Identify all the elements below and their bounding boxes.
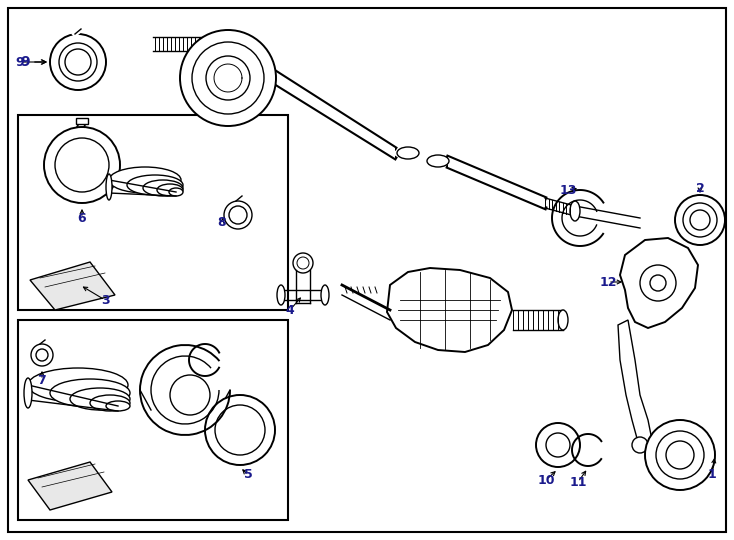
Ellipse shape	[28, 368, 128, 402]
Bar	[76, 118, 88, 124]
Circle shape	[683, 203, 717, 237]
Ellipse shape	[90, 395, 130, 411]
Text: 1: 1	[708, 469, 716, 482]
Ellipse shape	[50, 379, 130, 407]
Circle shape	[215, 405, 265, 455]
Circle shape	[31, 344, 53, 366]
Circle shape	[229, 206, 247, 224]
Circle shape	[192, 42, 264, 114]
Circle shape	[50, 34, 106, 90]
Circle shape	[180, 30, 276, 126]
Ellipse shape	[24, 378, 32, 408]
Circle shape	[170, 375, 210, 415]
Text: 11: 11	[570, 476, 586, 489]
Circle shape	[65, 49, 91, 75]
Polygon shape	[387, 268, 512, 352]
Circle shape	[293, 253, 313, 273]
Polygon shape	[620, 238, 698, 328]
Polygon shape	[276, 72, 395, 158]
Ellipse shape	[106, 174, 112, 200]
Ellipse shape	[277, 285, 285, 305]
Text: 3: 3	[101, 294, 109, 307]
Ellipse shape	[109, 167, 181, 193]
Circle shape	[44, 127, 120, 203]
Ellipse shape	[169, 188, 183, 196]
Circle shape	[206, 56, 250, 100]
Circle shape	[632, 437, 648, 453]
Circle shape	[36, 349, 48, 361]
Text: 7: 7	[37, 374, 46, 387]
Circle shape	[546, 433, 570, 457]
Text: 2: 2	[696, 181, 705, 194]
Circle shape	[656, 431, 704, 479]
Text: 9: 9	[15, 56, 24, 69]
Ellipse shape	[321, 285, 329, 305]
Ellipse shape	[106, 401, 130, 411]
Ellipse shape	[427, 155, 449, 167]
Circle shape	[224, 201, 252, 229]
Text: 6: 6	[78, 212, 87, 225]
Polygon shape	[28, 462, 112, 510]
Circle shape	[205, 395, 275, 465]
Circle shape	[650, 275, 666, 291]
Bar	[18, 320, 288, 520]
Ellipse shape	[127, 175, 183, 195]
Ellipse shape	[570, 201, 580, 221]
Text: 5: 5	[244, 469, 252, 482]
Text: 12: 12	[599, 275, 617, 288]
Polygon shape	[448, 157, 545, 208]
Polygon shape	[618, 320, 652, 445]
Ellipse shape	[70, 388, 130, 410]
Circle shape	[675, 195, 725, 245]
Circle shape	[59, 43, 97, 81]
Circle shape	[645, 420, 715, 490]
Circle shape	[666, 441, 694, 469]
Ellipse shape	[157, 184, 183, 196]
Text: 13: 13	[559, 184, 577, 197]
Circle shape	[55, 138, 109, 192]
Circle shape	[536, 423, 580, 467]
Ellipse shape	[143, 180, 183, 196]
Ellipse shape	[558, 310, 568, 330]
Ellipse shape	[397, 147, 419, 159]
Text: 10: 10	[537, 474, 555, 487]
Circle shape	[640, 265, 676, 301]
Text: 4: 4	[286, 303, 294, 316]
Bar	[18, 115, 288, 310]
Polygon shape	[30, 262, 115, 310]
Text: 8: 8	[218, 215, 226, 228]
Circle shape	[690, 210, 710, 230]
Text: 9: 9	[20, 55, 29, 69]
Circle shape	[297, 257, 309, 269]
